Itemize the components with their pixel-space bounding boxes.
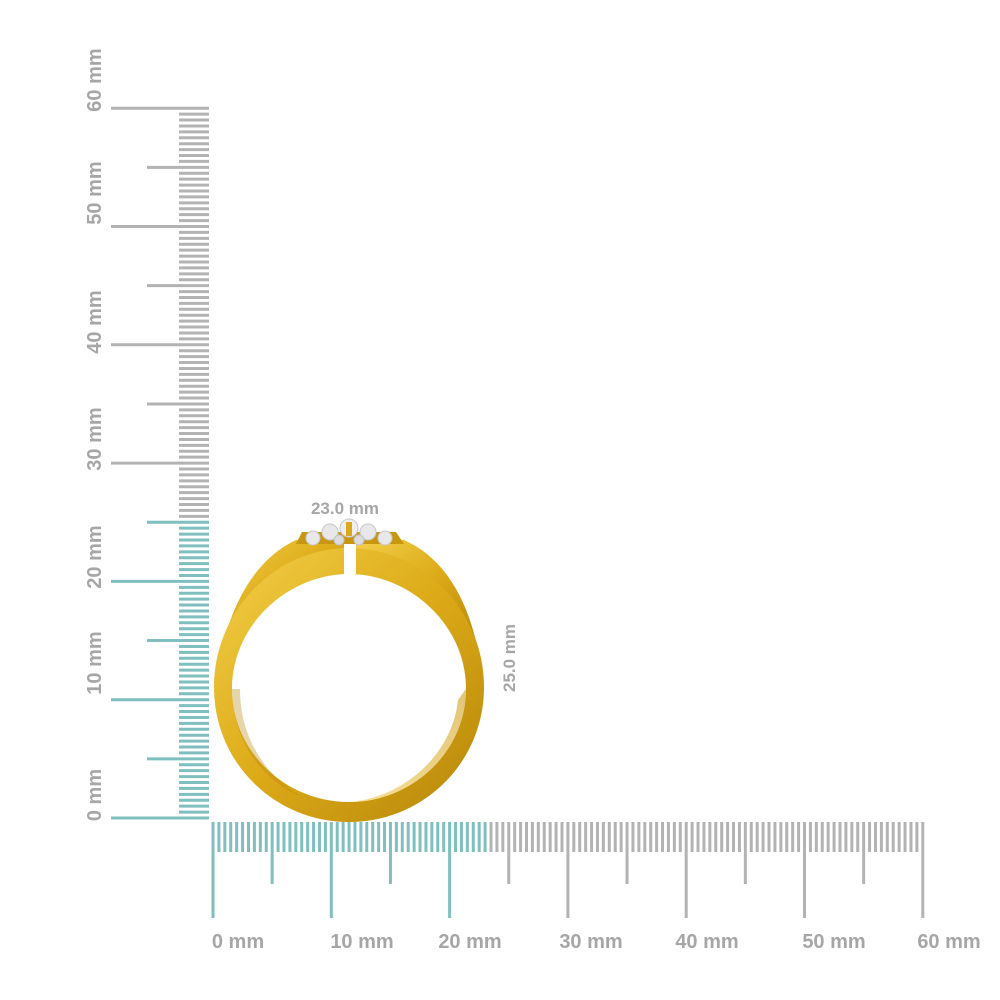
ring-height-label: 25.0 mm [500, 624, 519, 692]
y-label-60: 60 mm [84, 48, 106, 111]
y-label-0: 0 mm [84, 769, 106, 821]
y-label-20: 20 mm [84, 525, 106, 588]
horizontal-ruler [211, 822, 925, 918]
vertical-ruler-labels: 0 mm 10 mm 20 mm 30 mm 40 mm 50 mm 60 mm [84, 48, 106, 821]
diamond-cluster [305, 518, 393, 546]
x-label-10: 10 mm [330, 931, 393, 953]
horizontal-ruler-labels: 0 mm 10 mm 20 mm 30 mm 40 mm 50 mm 60 mm [212, 931, 981, 953]
ring-band-inner-shade-left [232, 689, 300, 796]
vertical-ruler [111, 106, 209, 820]
y-label-40: 40 mm [84, 290, 106, 353]
ring-image [214, 518, 484, 822]
ring-band-inner-shade [349, 689, 466, 802]
x-label-40: 40 mm [675, 931, 738, 953]
x-label-50: 50 mm [802, 931, 865, 953]
y-label-50: 50 mm [84, 161, 106, 224]
y-label-30: 30 mm [84, 407, 106, 470]
x-label-30: 30 mm [559, 931, 622, 953]
ring-width-label: 23.0 mm [311, 499, 379, 518]
y-label-10: 10 mm [84, 631, 106, 694]
ring-split-gap [344, 544, 356, 574]
x-label-20: 20 mm [438, 931, 501, 953]
ring-band [214, 548, 484, 822]
x-label-60: 60 mm [917, 931, 980, 953]
x-label-0: 0 mm [212, 931, 264, 953]
